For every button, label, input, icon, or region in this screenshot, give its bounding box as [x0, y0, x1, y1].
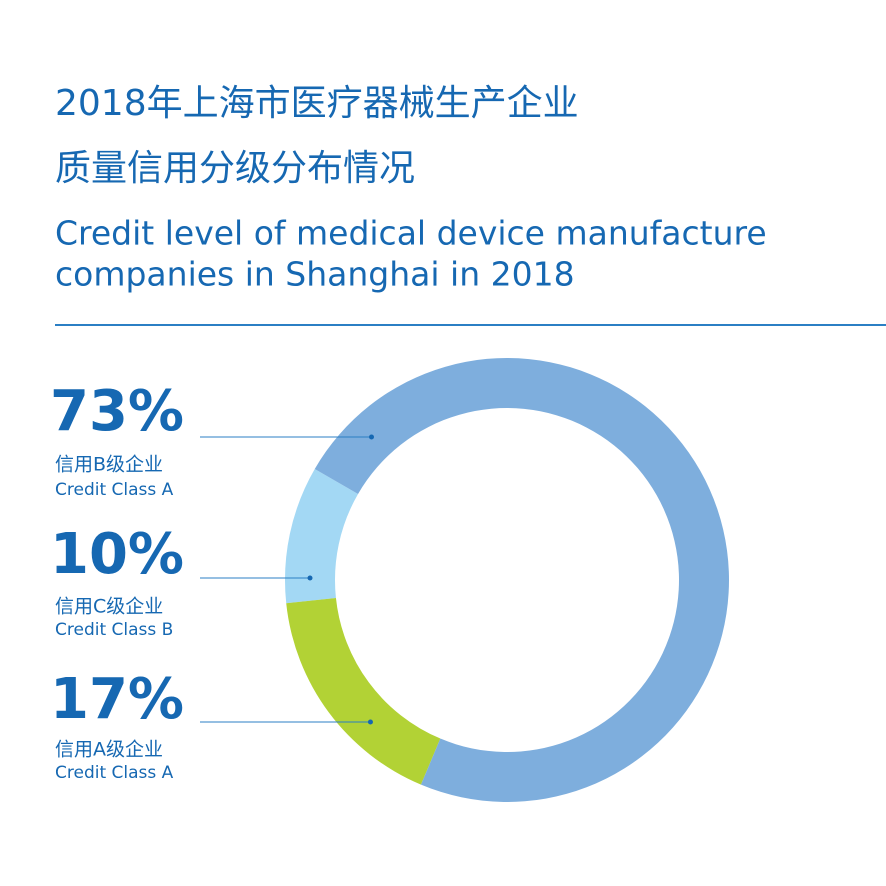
category-label: 信用A级企业 [55, 739, 163, 761]
value-label: 10% [50, 522, 184, 587]
category-label-en: Credit Class A [55, 480, 174, 500]
leader-dot [369, 434, 375, 440]
chart-subtitle: companies in Shanghai in 2018 [55, 255, 575, 294]
chart-subtitle: Credit level of medical device manufactu… [55, 214, 767, 253]
chart-title: 2018年上海市医疗器械生产企业 [55, 83, 579, 124]
category-label: 信用B级企业 [55, 454, 163, 476]
donut-segment [285, 469, 359, 604]
category-label-en: Credit Class B [55, 620, 173, 640]
category-label: 信用C级企业 [55, 596, 163, 618]
value-label: 73% [50, 379, 184, 444]
chart-title: 质量信用分级分布情况 [55, 148, 415, 189]
leader-dot [307, 575, 313, 581]
value-label: 17% [50, 667, 184, 732]
leader-dot [367, 719, 373, 725]
category-label-en: Credit Class A [55, 763, 174, 783]
donut-segment [286, 597, 441, 785]
